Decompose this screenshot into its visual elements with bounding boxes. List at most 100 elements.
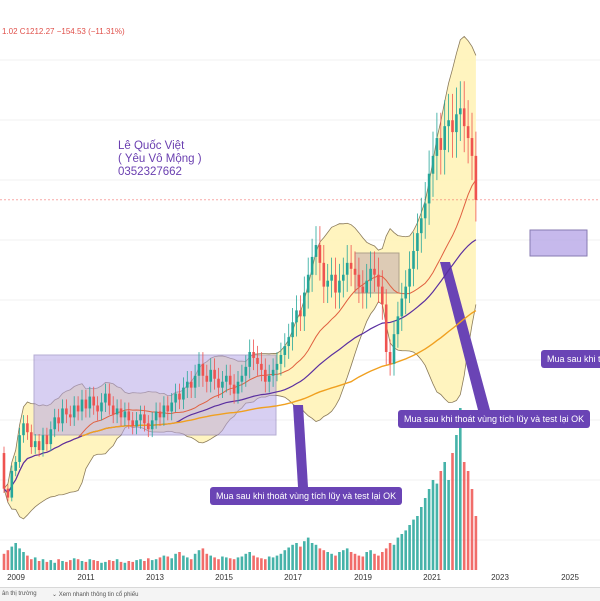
volume-bar <box>384 548 388 570</box>
candle-body <box>291 322 294 338</box>
x-tick-label: 2009 <box>7 573 25 582</box>
volume-bar <box>318 548 322 570</box>
volume-bar <box>170 558 173 570</box>
volume-bar <box>209 555 212 570</box>
volume-bar <box>162 555 166 570</box>
volume-bar <box>326 552 329 570</box>
volume-bar <box>462 462 466 570</box>
volume-bar <box>131 561 134 570</box>
callout-pointer-2016 <box>293 405 308 487</box>
volume-bar <box>435 483 439 570</box>
candle-body <box>57 417 60 424</box>
volume-bar <box>431 480 435 570</box>
volume-bar <box>33 557 37 570</box>
candle-body <box>455 114 458 133</box>
candle-body <box>435 138 439 156</box>
volume-bar <box>283 550 287 570</box>
volume-bar <box>10 546 14 570</box>
candle-body <box>111 405 115 415</box>
candle-body <box>41 435 45 451</box>
candle-body <box>61 408 64 424</box>
volume-bar <box>96 561 99 570</box>
candle-body <box>193 375 197 388</box>
candle-body <box>244 366 248 376</box>
candle-body <box>377 274 380 287</box>
candle-body <box>96 405 99 412</box>
volume-bar <box>470 489 474 570</box>
candle-body <box>240 375 244 382</box>
x-tick-label: 2025 <box>561 573 579 582</box>
candle-body <box>314 245 318 257</box>
candle-body <box>53 417 56 430</box>
candle-body <box>174 393 177 403</box>
candle-body <box>72 405 76 418</box>
tab-quick-view[interactable]: ⌄ Xem nhanh thông tin cổ phiếu <box>52 591 138 598</box>
volume-bar <box>57 559 60 570</box>
candle-body <box>104 393 107 403</box>
author-nickname: ( Yêu Vô Mộng ) <box>118 153 202 165</box>
volume-bar <box>275 555 279 570</box>
volume-bar <box>314 544 318 570</box>
candle-body <box>22 423 25 436</box>
candle-body <box>37 441 41 451</box>
candle-body <box>178 393 181 400</box>
volume-bar <box>267 556 271 570</box>
volume-bar <box>256 557 259 570</box>
volume-bar <box>182 555 185 570</box>
candle-body <box>221 381 224 388</box>
volume-bar <box>45 561 49 570</box>
candle-body <box>420 218 423 234</box>
volume-bar <box>334 555 337 570</box>
volume-bar <box>396 537 400 570</box>
candle-body <box>135 420 138 427</box>
tab-quick-view-label: Xem nhanh thông tin cổ phiếu <box>58 592 139 598</box>
candle-body <box>217 378 220 388</box>
candle-body <box>299 310 302 317</box>
candle-body <box>170 402 173 412</box>
candle-body <box>197 363 201 376</box>
volume-bar <box>37 561 41 570</box>
volume-bar <box>400 534 404 570</box>
volume-bar <box>310 543 314 570</box>
volume-bar <box>439 471 443 570</box>
candle-body <box>252 352 255 358</box>
candle-body <box>271 369 275 376</box>
callout-2016: Mua sau khi thoát vùng tích lũy và test … <box>210 487 403 505</box>
candle-body <box>330 274 333 281</box>
volume-bar <box>72 558 76 570</box>
candle-body <box>338 280 341 293</box>
callout-pointer-2020 <box>440 262 490 410</box>
volume-bar <box>80 561 84 570</box>
candle-body <box>232 384 236 394</box>
volume-bar <box>76 559 80 570</box>
bollinger-band-fill <box>4 36 476 519</box>
candle-body <box>404 286 407 299</box>
volume-bar <box>474 516 478 570</box>
volume-bar <box>178 552 181 570</box>
volume-bar <box>404 530 407 570</box>
candle-body <box>213 369 216 379</box>
volume-bar <box>252 555 255 570</box>
volume-bar <box>295 543 298 570</box>
candle-body <box>123 411 127 418</box>
candle-body <box>248 352 251 367</box>
candle-body <box>119 408 123 418</box>
volume-bar <box>240 556 244 570</box>
candle-body <box>443 126 446 150</box>
candle-body <box>287 337 290 347</box>
volume-bar <box>306 537 310 570</box>
candle-body <box>275 363 279 370</box>
volume-bar <box>143 561 146 570</box>
author-name: Lê Quốc Việt <box>118 140 185 152</box>
tab-market[interactable]: ân thị trường <box>2 591 37 597</box>
candle-body <box>189 381 193 388</box>
volume-bar <box>271 557 275 570</box>
volume-bar <box>6 550 10 570</box>
volume-bar <box>26 555 29 570</box>
candle-body <box>283 346 287 355</box>
volume-bar <box>369 550 372 570</box>
volume-bar <box>213 557 216 570</box>
volume-bar <box>123 562 127 570</box>
candle-body <box>209 369 212 382</box>
